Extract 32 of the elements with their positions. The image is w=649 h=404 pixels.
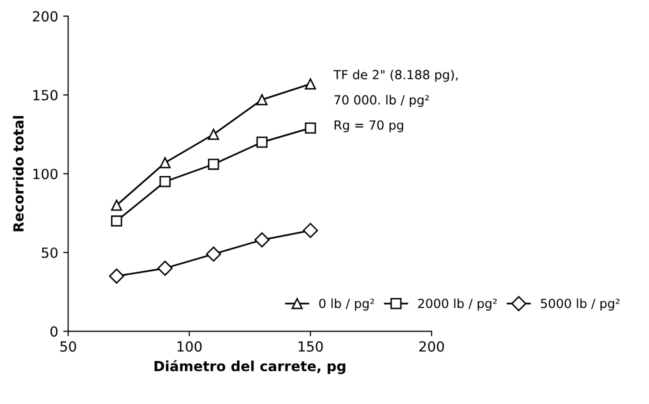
point: [254, 232, 270, 248]
annotation: Rg = 70 pg: [334, 120, 404, 132]
y-tick-label: 50: [42, 247, 58, 258]
y-tick-label: 150: [33, 90, 58, 100]
x-axis-title: Diámetro del carrete, pg: [154, 360, 346, 374]
point: [256, 136, 268, 148]
annotation: TF de 2" (8.188 pg),: [333, 70, 458, 82]
annotation: 70 000. lb / pg²: [334, 94, 429, 107]
point: [160, 176, 171, 188]
legend-label: 0 lb / pg²: [319, 298, 374, 311]
point: [256, 94, 268, 106]
y-tick-label: 0: [50, 326, 58, 337]
x-tick-label: 100: [178, 341, 202, 352]
point: [109, 268, 124, 284]
y-axis-title: Recorrido total: [12, 116, 24, 232]
x-tick-label: 200: [419, 341, 444, 352]
legend-label: 5000 lb / pg²: [540, 298, 620, 311]
point: [304, 122, 316, 134]
point: [208, 158, 220, 170]
point: [111, 200, 122, 211]
x-tick-label: 50: [60, 341, 76, 352]
x-tick-label: 150: [298, 341, 323, 352]
point: [206, 246, 222, 262]
point: [157, 260, 173, 276]
y-tick-label: 100: [33, 168, 58, 180]
point: [208, 128, 220, 140]
point: [304, 78, 316, 90]
point: [111, 215, 122, 227]
point: [302, 222, 318, 238]
y-tick-label: 200: [32, 11, 58, 22]
point: [160, 157, 171, 168]
legend-label: 2000 lb / pg²: [418, 298, 497, 311]
